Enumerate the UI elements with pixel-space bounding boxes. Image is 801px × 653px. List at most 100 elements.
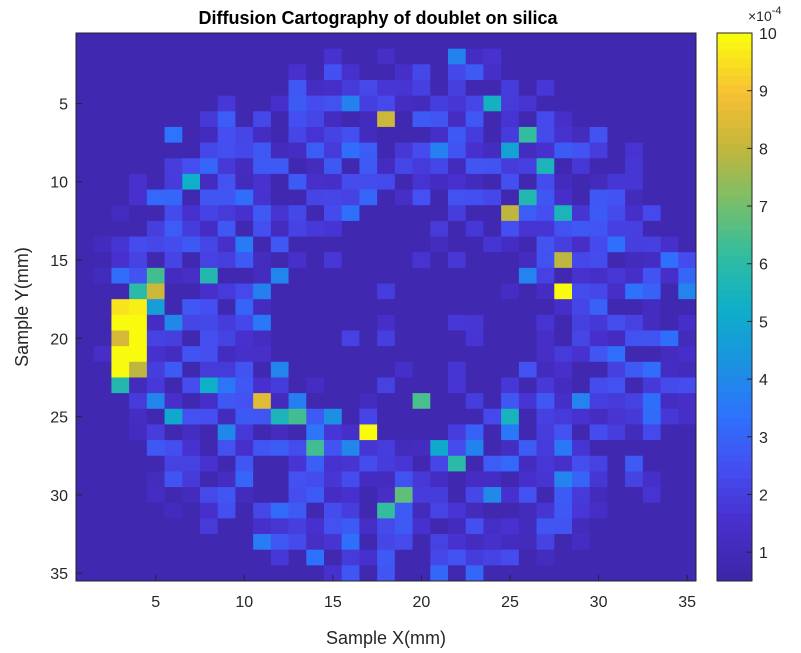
heatmap-cell [200,267,219,284]
heatmap-cell [164,393,183,410]
heatmap-cell [536,408,555,425]
heatmap-cell [93,173,112,190]
heatmap-cell [200,79,219,97]
heatmap-cell [270,502,289,519]
heatmap-cell [430,173,449,190]
heatmap-cell [146,424,165,441]
heatmap-cell [111,518,130,535]
heatmap-cell [589,455,608,472]
heatmap-cell [341,424,360,441]
heatmap-cell [341,455,360,472]
heatmap-cell [200,393,219,410]
heatmap-cell [465,79,484,97]
heatmap-cell [217,314,236,331]
colorbar-segment [717,255,752,265]
heatmap-cell [235,314,254,331]
heatmap-cell [501,205,520,222]
heatmap-cell [465,314,484,331]
heatmap-cell [483,534,502,551]
heatmap-cell [359,361,378,378]
heatmap-cell [306,502,325,519]
heatmap-cell [235,377,254,394]
heatmap-cell [518,142,537,159]
heatmap-cell [483,236,502,253]
colorbar-segment [717,392,752,402]
heatmap-cell [341,33,360,50]
heatmap-cell [217,487,236,504]
heatmap-cell [164,377,183,394]
heatmap-cell [324,48,343,65]
heatmap-cell [341,79,360,97]
heatmap-cell [253,173,272,190]
heatmap-cell [465,346,484,363]
x-tick-label: 30 [590,594,608,611]
heatmap-cell [182,267,201,284]
heatmap-cell [518,189,537,206]
heatmap-cell [324,377,343,394]
heatmap-cell [164,205,183,222]
heatmap-cell [377,518,396,535]
heatmap-cell [430,252,449,269]
heatmap-cell [288,205,307,222]
heatmap-cell [660,158,679,175]
heatmap-cell [288,252,307,269]
heatmap-cell [146,79,165,97]
heatmap-cell [111,173,130,190]
heatmap-cell [607,95,626,112]
heatmap-cell [182,346,201,363]
heatmap-cell [377,440,396,457]
heatmap-cell [270,267,289,284]
heatmap-cell [377,252,396,269]
heatmap-cell [93,549,112,566]
heatmap-cell [235,565,254,582]
heatmap-cell [341,408,360,425]
heatmap-cell [76,158,95,175]
heatmap-cell [589,126,608,143]
heatmap-cell [465,111,484,128]
heatmap-cell [324,518,343,535]
heatmap-cell [607,502,626,519]
heatmap-cell [536,518,555,535]
heatmap-cell [678,126,697,143]
heatmap-cell [536,330,555,347]
heatmap-cell [607,361,626,378]
heatmap-cell [678,283,697,300]
colorbar-segment [717,101,752,111]
heatmap-cell [448,220,467,237]
heatmap-cell [129,518,148,535]
heatmap-cell [660,111,679,128]
heatmap-cell [501,126,520,143]
heatmap-cell [359,283,378,300]
heatmap-cell [76,299,95,316]
heatmap-cell [111,189,130,206]
heatmap-cell [235,346,254,363]
heatmap-cell [146,252,165,269]
heatmap-cell [501,408,520,425]
heatmap-cell [465,220,484,237]
heatmap-cell [76,408,95,425]
heatmap-cell [377,314,396,331]
heatmap-cell [324,424,343,441]
heatmap-cell [572,142,591,159]
heatmap-cell [200,283,219,300]
heatmap-cell [642,534,661,551]
heatmap-cell [182,33,201,50]
heatmap-cell [377,126,396,143]
x-tick-label: 10 [235,594,253,611]
heatmap-cell [288,549,307,566]
heatmap-cell [253,189,272,206]
heatmap-cell [253,126,272,143]
heatmap-cell [448,377,467,394]
heatmap-cell [678,393,697,410]
heatmap-cell [589,252,608,269]
heatmap-cell [306,142,325,159]
heatmap-cell [572,424,591,441]
heatmap-cell [217,267,236,284]
heatmap-cell [76,565,95,582]
heatmap-cell [536,126,555,143]
heatmap-cell [93,95,112,112]
colorbar-segment [717,204,752,214]
heatmap-cell [448,299,467,316]
heatmap-cell [536,173,555,190]
heatmap-cell [465,236,484,253]
